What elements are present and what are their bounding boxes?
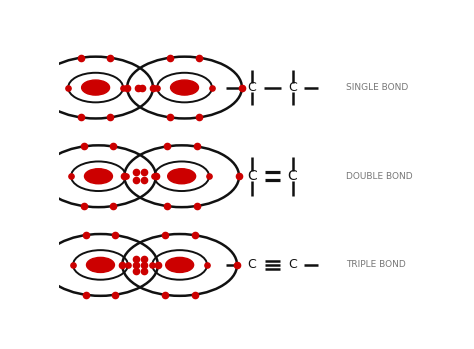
Text: C: C [288,258,297,272]
Ellipse shape [168,169,196,184]
Text: C: C [248,81,256,94]
Text: C: C [288,169,297,183]
Ellipse shape [171,80,199,95]
Ellipse shape [166,258,193,273]
Text: C: C [248,258,256,272]
Text: C: C [288,81,297,94]
Ellipse shape [87,258,114,273]
Text: TRIPLE BOND: TRIPLE BOND [346,260,406,269]
Text: C: C [247,169,257,183]
Text: SINGLE BOND: SINGLE BOND [346,83,408,92]
Ellipse shape [82,80,109,95]
Ellipse shape [84,169,112,184]
Text: DOUBLE BOND: DOUBLE BOND [346,172,412,181]
